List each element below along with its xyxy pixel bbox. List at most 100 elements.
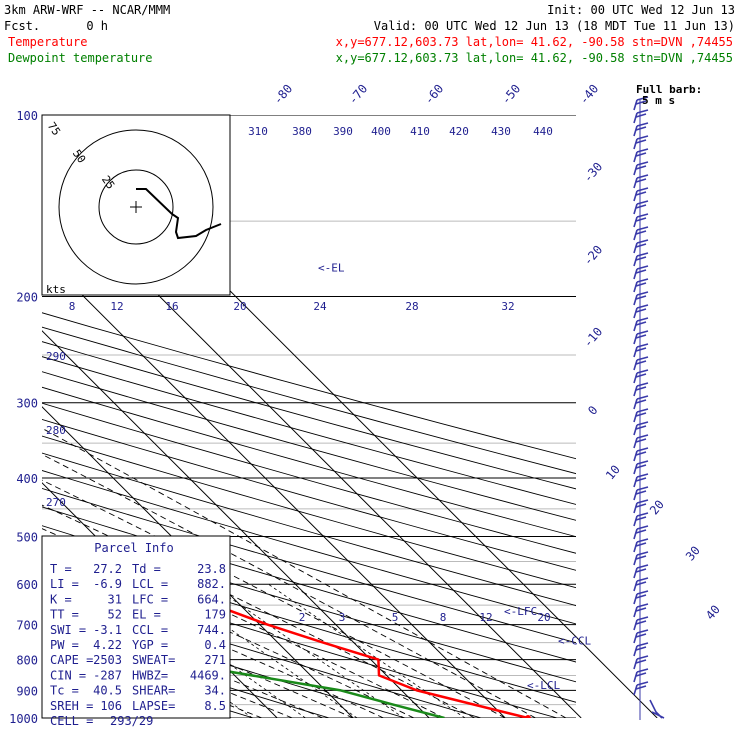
parcel-value: 664. [197, 592, 226, 606]
dry-adiabat-label: 270 [46, 496, 66, 509]
forecast-label: Fcst. [4, 19, 40, 33]
hodograph-ring-outer [58, 129, 214, 285]
parcel-value: 744. [197, 623, 226, 637]
annotation-lcl: <-LCL [527, 679, 560, 692]
parcel-value: 882. [197, 577, 226, 591]
mixing-ratio-label: 5 [392, 611, 399, 624]
parcel-key: SWEAT= [132, 653, 175, 667]
wind-barb [633, 135, 649, 150]
parcel-key: PW = [50, 638, 79, 652]
pressure-label: 300 [16, 397, 38, 411]
wind-barb [633, 278, 649, 293]
wind-barb [633, 122, 649, 137]
wind-barb [633, 655, 649, 670]
wind-barb [633, 252, 649, 267]
valid-time: Valid: 00 UTC Wed 12 Jun 13 (18 MDT Tue … [374, 19, 735, 33]
wind-barb [633, 499, 649, 514]
wind-barb [633, 187, 649, 202]
dry-adiabat [42, 564, 558, 718]
moist-adiabat [42, 427, 567, 718]
hodograph-axis-label: 24 [313, 300, 327, 313]
full-barb-unit: 5 m s [642, 94, 675, 107]
isotherm [42, 406, 354, 718]
wind-barb [633, 96, 649, 111]
wind-barb [633, 317, 649, 332]
theta-label: 420 [449, 125, 469, 138]
theta-label: 400 [371, 125, 391, 138]
wind-barb [633, 174, 649, 189]
dry-adiabat [42, 606, 406, 718]
hodograph-unit: kts [46, 283, 66, 296]
pressure-label: 400 [16, 472, 38, 486]
moist-adiabat [42, 504, 476, 718]
dry-adiabat-label: 280 [46, 424, 66, 437]
parcel-key: HWBZ= [132, 668, 168, 682]
surface-wind-barb [649, 699, 665, 719]
parcel-value: 34. [204, 684, 226, 698]
parcel-value: 40.5 [93, 684, 122, 698]
hodograph-axis-label: 8 [69, 300, 76, 313]
temperature-tick: 0 [585, 403, 600, 418]
wind-barb [633, 291, 649, 306]
wind-barb [633, 551, 649, 566]
wind-barb [633, 629, 649, 644]
theta-label: 310 [248, 125, 268, 138]
dry-adiabat [42, 341, 576, 490]
wind-barb [633, 395, 649, 410]
dry-adiabat [42, 312, 576, 460]
theta-label: 440 [533, 125, 553, 138]
parcel-info-box [41, 535, 231, 719]
wind-barb [633, 239, 649, 254]
mixing-ratio-label: 8 [440, 611, 447, 624]
parcel-key: SHEAR= [132, 684, 175, 698]
init-time: Init: 00 UTC Wed 12 Jun 13 [547, 3, 735, 17]
parcel-key: LI = [50, 577, 79, 591]
wind-barb [633, 447, 649, 462]
pressure-label: 800 [16, 654, 38, 668]
parcel-value: 31 [108, 592, 122, 606]
parcel-value: 0.4 [204, 638, 226, 652]
wind-barb [633, 486, 649, 501]
parcel-value: 2503 [93, 653, 122, 667]
parcel-info-title: Parcel Info [94, 541, 173, 555]
wind-barb [633, 408, 649, 423]
wind-barb [633, 434, 649, 449]
wind-barb [633, 382, 649, 397]
wind-barb [633, 616, 649, 631]
hodograph-axis-label: 32 [501, 300, 514, 313]
hodograph-axis-label: 28 [405, 300, 418, 313]
parcel-key: CELL = [50, 714, 93, 728]
dewpoint-field-name: Dewpoint temperature [8, 51, 153, 65]
theta-label: 380 [292, 125, 312, 138]
wind-barb [633, 213, 649, 228]
parcel-value: 4.22 [93, 638, 122, 652]
parcel-info-table: T = 27.2 Td = 23.8 LI = -6.9 LCL = 882. K = 31 LFC… [50, 562, 226, 728]
parcel-key: K = [50, 592, 72, 606]
sounding-annotations: <-EL <-LFC <-CCL <-LCL [318, 262, 591, 693]
pressure-label: 900 [16, 684, 38, 698]
temperature-tick: 20 [647, 497, 667, 517]
parcel-value: 179 [204, 608, 226, 622]
wind-barb-column [633, 96, 665, 720]
wind-barb [633, 577, 649, 592]
wind-barb [633, 369, 649, 384]
parcel-value: -3.1 [93, 623, 122, 637]
temperature-axis: -80 -70 -60 -50 -40 -30 -20 -10 0 10 20 30 40 [271, 82, 723, 623]
annotation-ccl: <-CCL [558, 635, 591, 648]
forecast-hour: 0 h [86, 19, 108, 33]
parcel-key: TT = [50, 608, 79, 622]
wind-barb [633, 148, 649, 163]
parcel-value: 23.8 [197, 562, 226, 576]
annotation-el: <-EL [318, 262, 345, 275]
parcel-value: -287 [93, 668, 122, 682]
wind-barb [633, 525, 649, 540]
temperature-tick: -10 [581, 325, 606, 351]
parcel-value: 27.2 [93, 562, 122, 576]
parcel-key: LCL = [132, 577, 168, 591]
parcel-value: 52 [108, 608, 122, 622]
dry-adiabat [42, 418, 576, 571]
temperature-tick: -30 [581, 160, 606, 186]
annotation-lfc: <-LFC [504, 605, 537, 618]
wind-barb [633, 564, 649, 579]
